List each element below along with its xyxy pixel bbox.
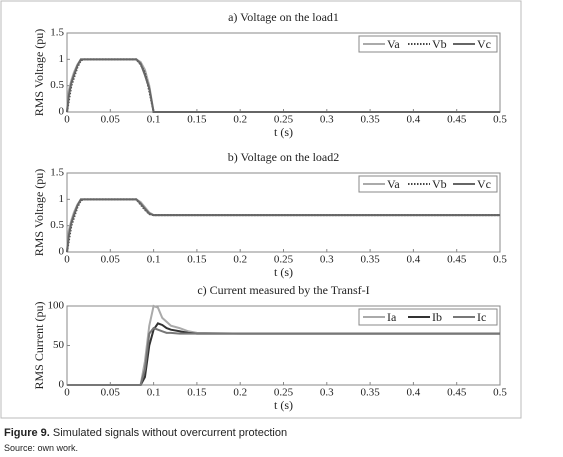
x-tick-label: 0.25 — [274, 387, 294, 399]
legend-label: Ia — [387, 310, 397, 324]
x-tick-label: 0.1 — [147, 387, 161, 399]
x-tick-label: 0.5 — [493, 387, 507, 399]
caption-label: Figure 9. — [4, 427, 50, 439]
y-tick-label: 50 — [53, 339, 65, 351]
legend-box — [358, 175, 498, 193]
x-tick-label: 0.4 — [407, 387, 421, 399]
x-tick-label: 0 — [64, 114, 70, 126]
x-axis-label: t (s) — [274, 125, 293, 139]
x-tick-label: 0.4 — [407, 114, 421, 126]
x-tick-label: 0.5 — [493, 114, 507, 126]
x-tick-label: 0.3 — [320, 114, 334, 126]
caption-text: Simulated signals without overcurrent pr… — [52, 427, 288, 439]
y-tick-label: 0 — [59, 379, 65, 391]
y-tick-label: 1 — [59, 53, 65, 65]
x-tick-label: 0.45 — [447, 387, 467, 399]
legend-label: Va — [387, 177, 400, 191]
series-line — [66, 58, 500, 113]
x-tick-label: 0.15 — [187, 387, 207, 399]
figure: a) Voltage on the load1 0 0.05 0.1 0.15 0.2 0.… — [0, 0, 522, 419]
y-tick-label: 0 — [59, 246, 65, 258]
legend-box — [358, 35, 498, 53]
x-tick-label: 0.05 — [101, 387, 121, 399]
x-tick-label: 0.2 — [233, 254, 247, 266]
y-tick-label: 0.5 — [50, 219, 64, 231]
x-tick-label: 0 — [64, 254, 70, 266]
y-tick-label: 0 — [59, 106, 65, 118]
x-tick-label: 0.05 — [101, 254, 121, 266]
x-tick-label: 0.45 — [447, 114, 467, 126]
x-tick-label: 0.2 — [233, 114, 247, 126]
x-axis-label: t (s) — [274, 265, 293, 279]
x-tick-label: 0.25 — [274, 114, 294, 126]
y-tick-label: 0.5 — [50, 79, 64, 91]
x-tick-label: 0.1 — [147, 114, 161, 126]
y-tick-label: 1.5 — [50, 27, 64, 39]
legend-label: Vc — [477, 177, 491, 191]
legend-label: Ib — [432, 310, 442, 324]
y-tick-label: 1.5 — [50, 167, 64, 179]
x-tick-label: 0.3 — [320, 254, 334, 266]
x-tick-label: 0.4 — [407, 254, 421, 266]
legend-label: Va — [387, 37, 400, 51]
x-tick-label: 0.15 — [187, 114, 207, 126]
x-axis-label: t (s) — [274, 398, 293, 412]
legend-label: Vb — [432, 37, 447, 51]
x-tick-label: 0.45 — [447, 254, 467, 266]
x-tick-label: 0.15 — [187, 254, 207, 266]
x-tick-label: 0.35 — [360, 387, 380, 399]
x-tick-label: 0.35 — [360, 254, 380, 266]
legend-label: Vb — [432, 177, 447, 191]
y-axis-label: RMS Voltage (pu) — [32, 169, 46, 257]
y-tick-label: 100 — [48, 300, 65, 312]
series-line — [66, 198, 500, 253]
x-tick-label: 0.35 — [360, 114, 380, 126]
x-tick-label: 0.1 — [147, 254, 161, 266]
legend-label: Vc — [477, 37, 491, 51]
x-tick-label: 0.3 — [320, 387, 334, 399]
x-tick-label: 0.2 — [233, 387, 247, 399]
chart-title: c) Current measured by the Transf-I — [197, 283, 369, 297]
caption: Figure 9. Simulated signals without over… — [4, 427, 287, 439]
y-axis-label: RMS Current (pu) — [32, 302, 46, 390]
chart-title: a) Voltage on the load1 — [228, 10, 339, 24]
series-line — [67, 326, 500, 386]
x-tick-label: 0.5 — [493, 254, 507, 266]
y-axis-label: RMS Voltage (pu) — [32, 29, 46, 117]
y-tick-label: 1 — [59, 193, 65, 205]
x-tick-label: 0 — [64, 387, 70, 399]
legend-label: Ic — [477, 310, 486, 324]
chart-title: b) Voltage on the load2 — [228, 150, 340, 164]
x-tick-label: 0.25 — [274, 254, 294, 266]
x-tick-label: 0.05 — [101, 114, 121, 126]
source: Source: own work. — [4, 443, 79, 453]
